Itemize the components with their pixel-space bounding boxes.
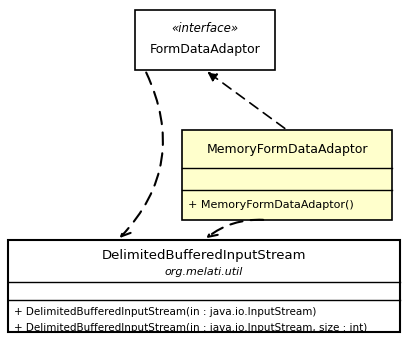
Text: «interface»: «interface»: [171, 21, 239, 34]
Text: DelimitedBufferedInputStream: DelimitedBufferedInputStream: [102, 250, 306, 263]
Bar: [182, 130, 392, 220]
Bar: [8, 240, 400, 332]
Text: MemoryFormDataAdaptor: MemoryFormDataAdaptor: [206, 143, 368, 155]
Text: + DelimitedBufferedInputStream(in : java.io.InputStream, size : int): + DelimitedBufferedInputStream(in : java…: [14, 323, 367, 333]
Text: FormDataAdaptor: FormDataAdaptor: [150, 44, 260, 57]
Text: + MemoryFormDataAdaptor(): + MemoryFormDataAdaptor(): [188, 200, 354, 210]
Bar: [135, 10, 275, 70]
Text: org.melati.util: org.melati.util: [165, 267, 243, 277]
Text: + DelimitedBufferedInputStream(in : java.io.InputStream): + DelimitedBufferedInputStream(in : java…: [14, 307, 316, 317]
